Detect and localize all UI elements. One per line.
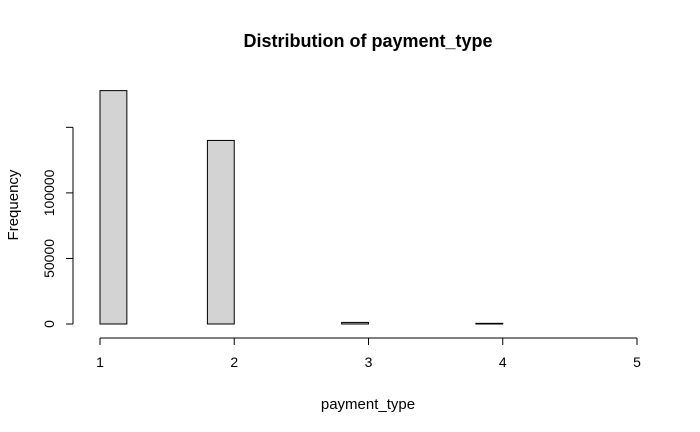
histogram-bar-4 xyxy=(206,139,235,325)
y-tick-label: 100000 xyxy=(41,169,57,216)
y-axis-label: Frequency xyxy=(5,169,22,240)
x-tick-label: 5 xyxy=(633,354,641,370)
x-axis: 1 2 3 4 5 xyxy=(96,337,641,370)
chart-title: Distribution of payment_type xyxy=(243,31,492,51)
bars-layer xyxy=(99,90,504,325)
x-axis-label: payment_type xyxy=(321,396,415,413)
x-tick-label: 1 xyxy=(96,354,104,370)
x-tick-label: 3 xyxy=(365,354,373,370)
x-tick-label: 4 xyxy=(499,354,507,370)
y-axis: 0 50000 100000 xyxy=(41,126,74,328)
histogram-bar-14 xyxy=(475,322,504,325)
histogram-bar-9 xyxy=(341,321,369,325)
y-tick-label: 0 xyxy=(41,320,57,328)
y-tick-label: 50000 xyxy=(41,239,57,278)
histogram-bar-0 xyxy=(99,90,128,325)
x-tick-label: 2 xyxy=(230,354,238,370)
